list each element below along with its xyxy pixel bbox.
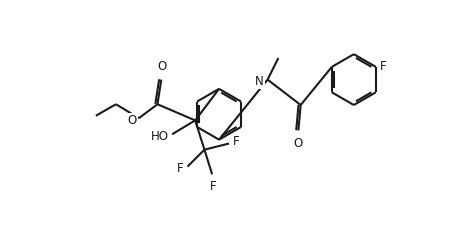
Text: O: O: [128, 114, 137, 127]
Text: O: O: [158, 60, 167, 73]
Text: F: F: [380, 60, 386, 73]
Text: F: F: [210, 180, 217, 193]
Text: HO: HO: [151, 130, 169, 143]
Text: O: O: [294, 137, 303, 150]
Text: N: N: [255, 75, 264, 88]
Text: F: F: [233, 136, 240, 148]
Text: F: F: [177, 163, 184, 175]
